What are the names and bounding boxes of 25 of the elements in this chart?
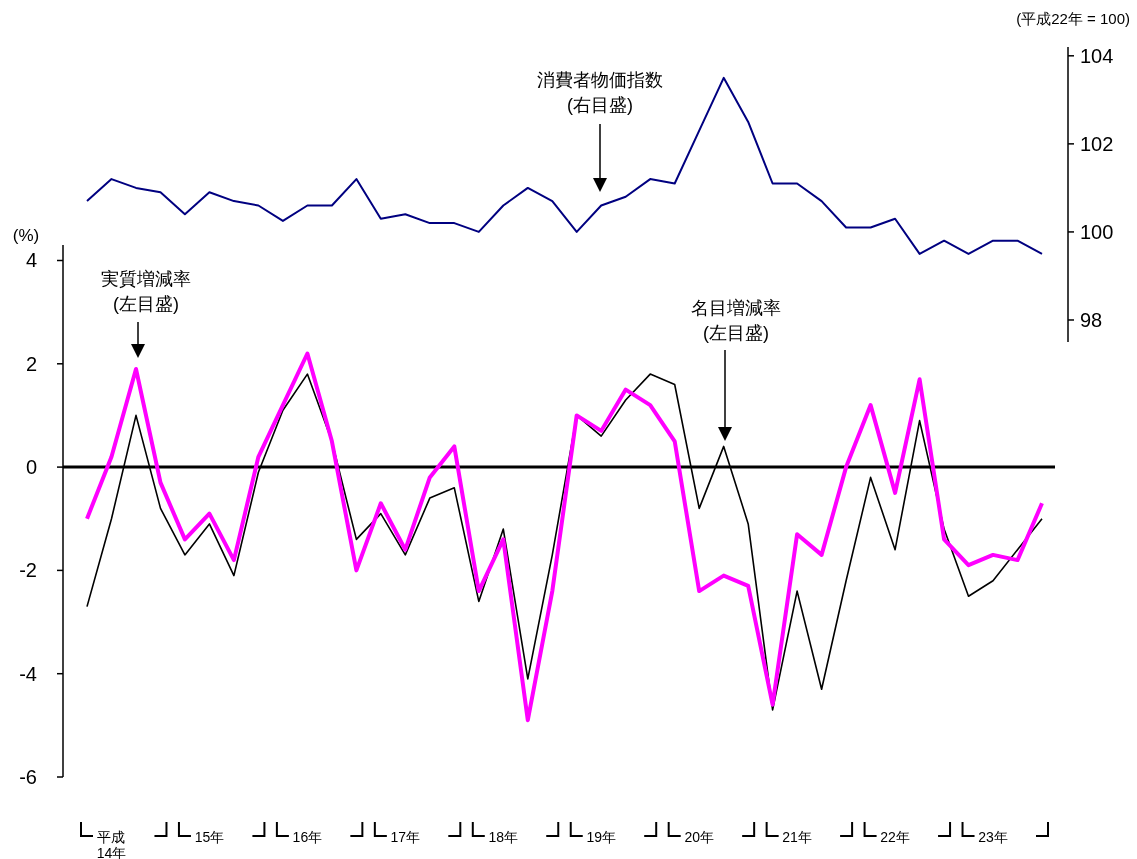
x-tick-label: 22年 [880, 829, 910, 845]
y-axis-title: (平成22年 = 100) [1016, 10, 1130, 27]
x-tick-label: 16年 [292, 829, 323, 845]
annotation: 実質増減率 (左目盛) [101, 269, 191, 314]
y-tick-label: -2 [19, 559, 37, 582]
x-tick-label: 17年 [390, 829, 421, 845]
annotation: 名目増減率 (左目盛) [691, 298, 781, 343]
x-tick-label: 21年 [782, 829, 812, 845]
y-tick-label: 0 [25, 456, 37, 479]
y-tick-label: 98 [1080, 308, 1103, 331]
x-tick-label: 23年 [978, 829, 1008, 845]
x-tick-label: 15年 [194, 829, 225, 845]
y-tick-label: 2 [25, 352, 37, 375]
y-tick-label: 100 [1080, 220, 1114, 243]
y-tick-label: 102 [1080, 132, 1114, 155]
x-tick-label: 18年 [488, 829, 519, 845]
y-tick-label: 104 [1080, 44, 1114, 67]
x-tick-label: 19年 [586, 829, 617, 845]
y-tick-label: -4 [19, 662, 37, 685]
y-tick-label: 4 [25, 249, 37, 272]
x-tick-label: 平成 14年 [96, 829, 127, 859]
x-tick-label: 20年 [684, 829, 714, 845]
y-axis-title: (%) [12, 226, 40, 245]
y-tick-label: -6 [19, 766, 37, 788]
annotation: 消費者物価指数 (右目盛) [537, 70, 663, 115]
